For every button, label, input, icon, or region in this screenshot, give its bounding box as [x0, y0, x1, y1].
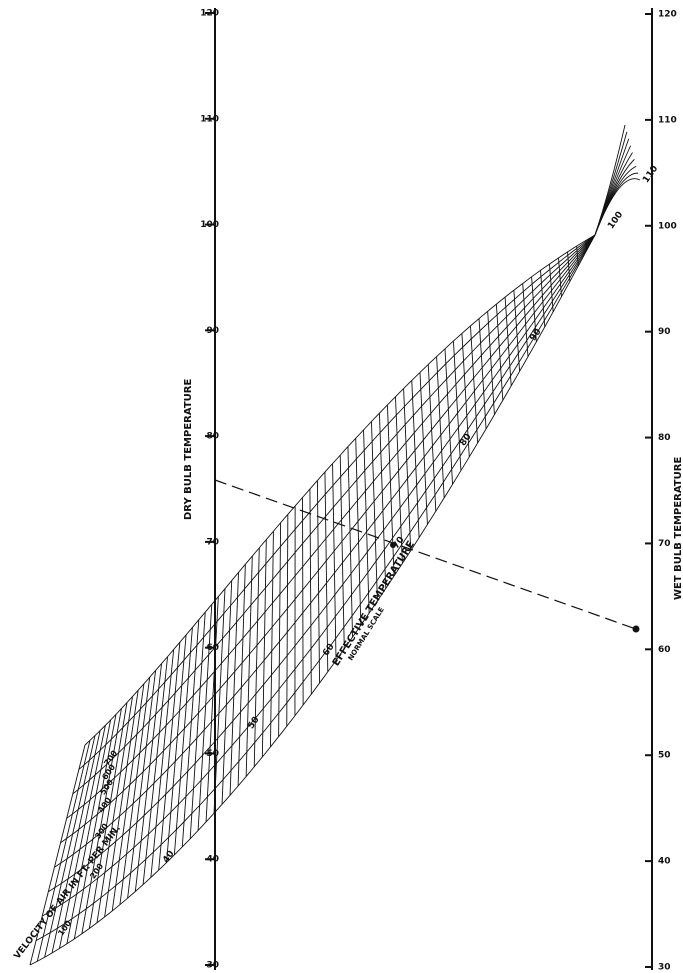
et-label: 90 [528, 327, 543, 343]
tick-label: 120 [200, 9, 219, 19]
tick-label: 110 [658, 115, 677, 125]
mesh [30, 125, 640, 965]
et-line [412, 380, 419, 537]
tick-label: 30 [658, 963, 671, 973]
et-line [428, 364, 436, 511]
et-line [317, 481, 319, 683]
et-label: 100 [606, 210, 625, 231]
tick-label: 50 [206, 749, 219, 759]
et-line [371, 422, 377, 601]
et-line [333, 464, 336, 661]
tick-label: 80 [206, 432, 219, 442]
et-line [246, 556, 252, 776]
nomogram: DRY BULB TEMPERATURE WET BULB TEMPERATUR… [0, 0, 683, 973]
et-line [279, 523, 281, 737]
et-line [479, 319, 486, 429]
velocity-line [85, 235, 595, 745]
tick-label: 120 [658, 10, 677, 20]
et-line [52, 731, 100, 953]
reading-line [215, 480, 636, 629]
et-line [404, 389, 411, 551]
et-label: 80 [458, 432, 473, 448]
et-line [488, 311, 495, 414]
right-axis-title: WET BULB TEMPERATURE [673, 457, 683, 600]
et-line [254, 548, 259, 767]
tick-label: 70 [206, 537, 219, 547]
et-line [287, 514, 288, 726]
tick-label: 30 [206, 961, 219, 971]
tick-label: 80 [658, 433, 671, 443]
et-line [340, 455, 344, 649]
velocity-line [48, 235, 595, 892]
et-label: 110 [641, 164, 660, 185]
tick-label: 90 [658, 327, 671, 337]
reading-point [633, 626, 640, 633]
tick-label: 100 [200, 220, 219, 230]
et-line [445, 349, 453, 485]
et-line [262, 540, 266, 757]
tick-label: 110 [200, 114, 219, 124]
tick-label: 70 [658, 539, 671, 549]
et-line [453, 341, 461, 471]
tick-label: 90 [206, 326, 219, 336]
velocity-line [36, 235, 595, 941]
et-line [325, 472, 328, 672]
tick-label: 100 [658, 221, 677, 231]
et-label: 50 [246, 715, 261, 731]
et-line [470, 326, 477, 443]
et-line [387, 405, 394, 576]
et-line [437, 357, 445, 498]
et-line [348, 447, 353, 637]
et-line [303, 498, 304, 706]
left-axis-title: DRY BULB TEMPERATURE [183, 379, 194, 520]
tick-label: 60 [206, 643, 219, 653]
et-line [128, 671, 156, 899]
et-line [310, 489, 311, 694]
tick-label: 40 [206, 855, 219, 865]
tick-label: 60 [658, 645, 671, 655]
et-line [198, 604, 212, 830]
et-line [230, 572, 238, 795]
et-line [238, 564, 245, 786]
tick-label: 50 [658, 751, 671, 761]
et-line [379, 413, 385, 588]
et-line [420, 372, 427, 524]
tick-label: 40 [658, 857, 671, 867]
et-line [364, 430, 370, 613]
et-line [190, 612, 205, 839]
et-line [206, 597, 218, 822]
et-line [270, 531, 273, 747]
